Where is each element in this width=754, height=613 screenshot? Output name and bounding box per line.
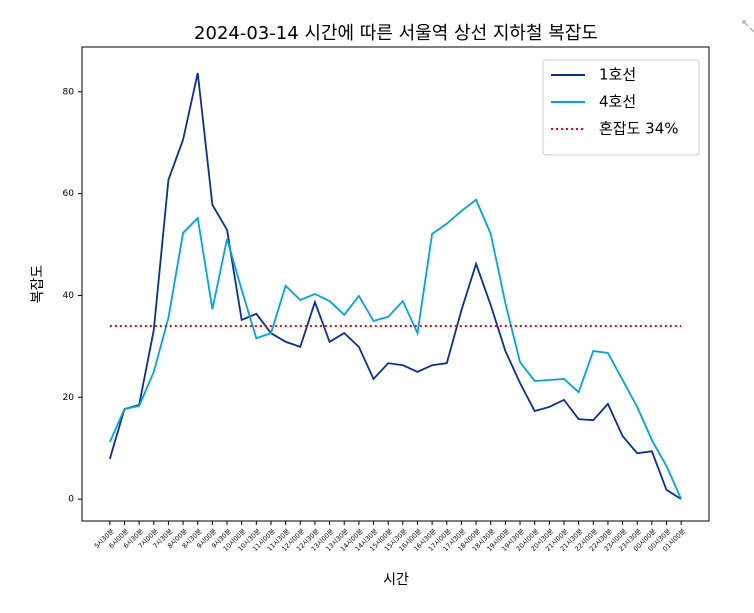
series-line: [108, 72, 682, 500]
y-axis-label: 복잡도: [30, 265, 46, 304]
legend-label: 혼잡도 34%: [599, 120, 679, 138]
x-axis-label: 시간: [383, 572, 409, 588]
icon-stroke: [742, 20, 754, 33]
y-tick-label: 0: [68, 495, 74, 505]
chart-title: 2024-03-14 시간에 따른 서울역 상선 지하철 복잡도: [194, 23, 598, 44]
series-line: [109, 198, 682, 500]
legend-box: [542, 59, 700, 156]
y-tick-label: 20: [63, 393, 75, 403]
y-tick-label: 60: [63, 189, 75, 199]
y-tick-label: 80: [63, 87, 75, 97]
expand-icon[interactable]: [742, 20, 754, 33]
plot-frame: [81, 46, 710, 522]
legend-label: 1호선: [599, 66, 636, 84]
y-tick-label: 40: [63, 291, 75, 301]
legend-label: 4호선: [599, 93, 636, 111]
